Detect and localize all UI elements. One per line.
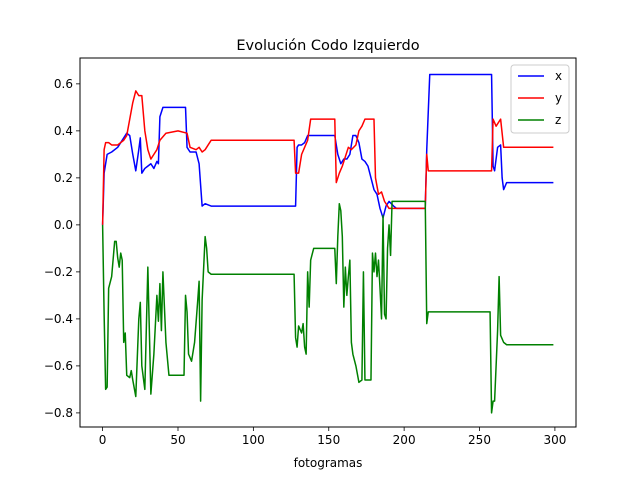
chart-title: Evolución Codo Izquierdo [236,38,419,54]
x-tick-label: 50 [170,433,185,447]
x-tick-label: 100 [242,433,265,447]
x-tick-label: 300 [543,433,566,447]
axes-frame [79,57,577,428]
x-tick-label: 250 [468,433,491,447]
legend: xyz [510,64,570,134]
y-tick-label: 0.0 [54,218,73,232]
axis-ticks: 0 50 100 150 200 250 300 −0.8 −0.6 −0.4 −0.2 0.0 0.2… [44,77,566,447]
series-line-x [101,73,554,225]
y-tick-label: 0.2 [54,171,73,185]
legend-box [510,64,570,134]
y-tick-label: 0.4 [54,124,73,138]
x-tick-label: 150 [317,433,340,447]
x-tick-label: 0 [99,433,107,447]
x-axis-label: fotogramas [294,456,363,470]
legend-label-z: z [555,113,561,127]
legend-label-y: y [555,91,562,105]
y-tick-label: 0.6 [54,77,73,91]
y-tick-label: −0.8 [44,406,73,420]
y-tick-label: −0.6 [44,359,73,373]
series-line-y [101,90,554,225]
x-tick-label: 200 [393,433,416,447]
y-tick-label: −0.4 [44,312,73,326]
series-line-z [101,200,554,414]
legend-label-x: x [555,69,562,83]
plot-area [101,73,554,414]
y-tick-label: −0.2 [44,265,73,279]
